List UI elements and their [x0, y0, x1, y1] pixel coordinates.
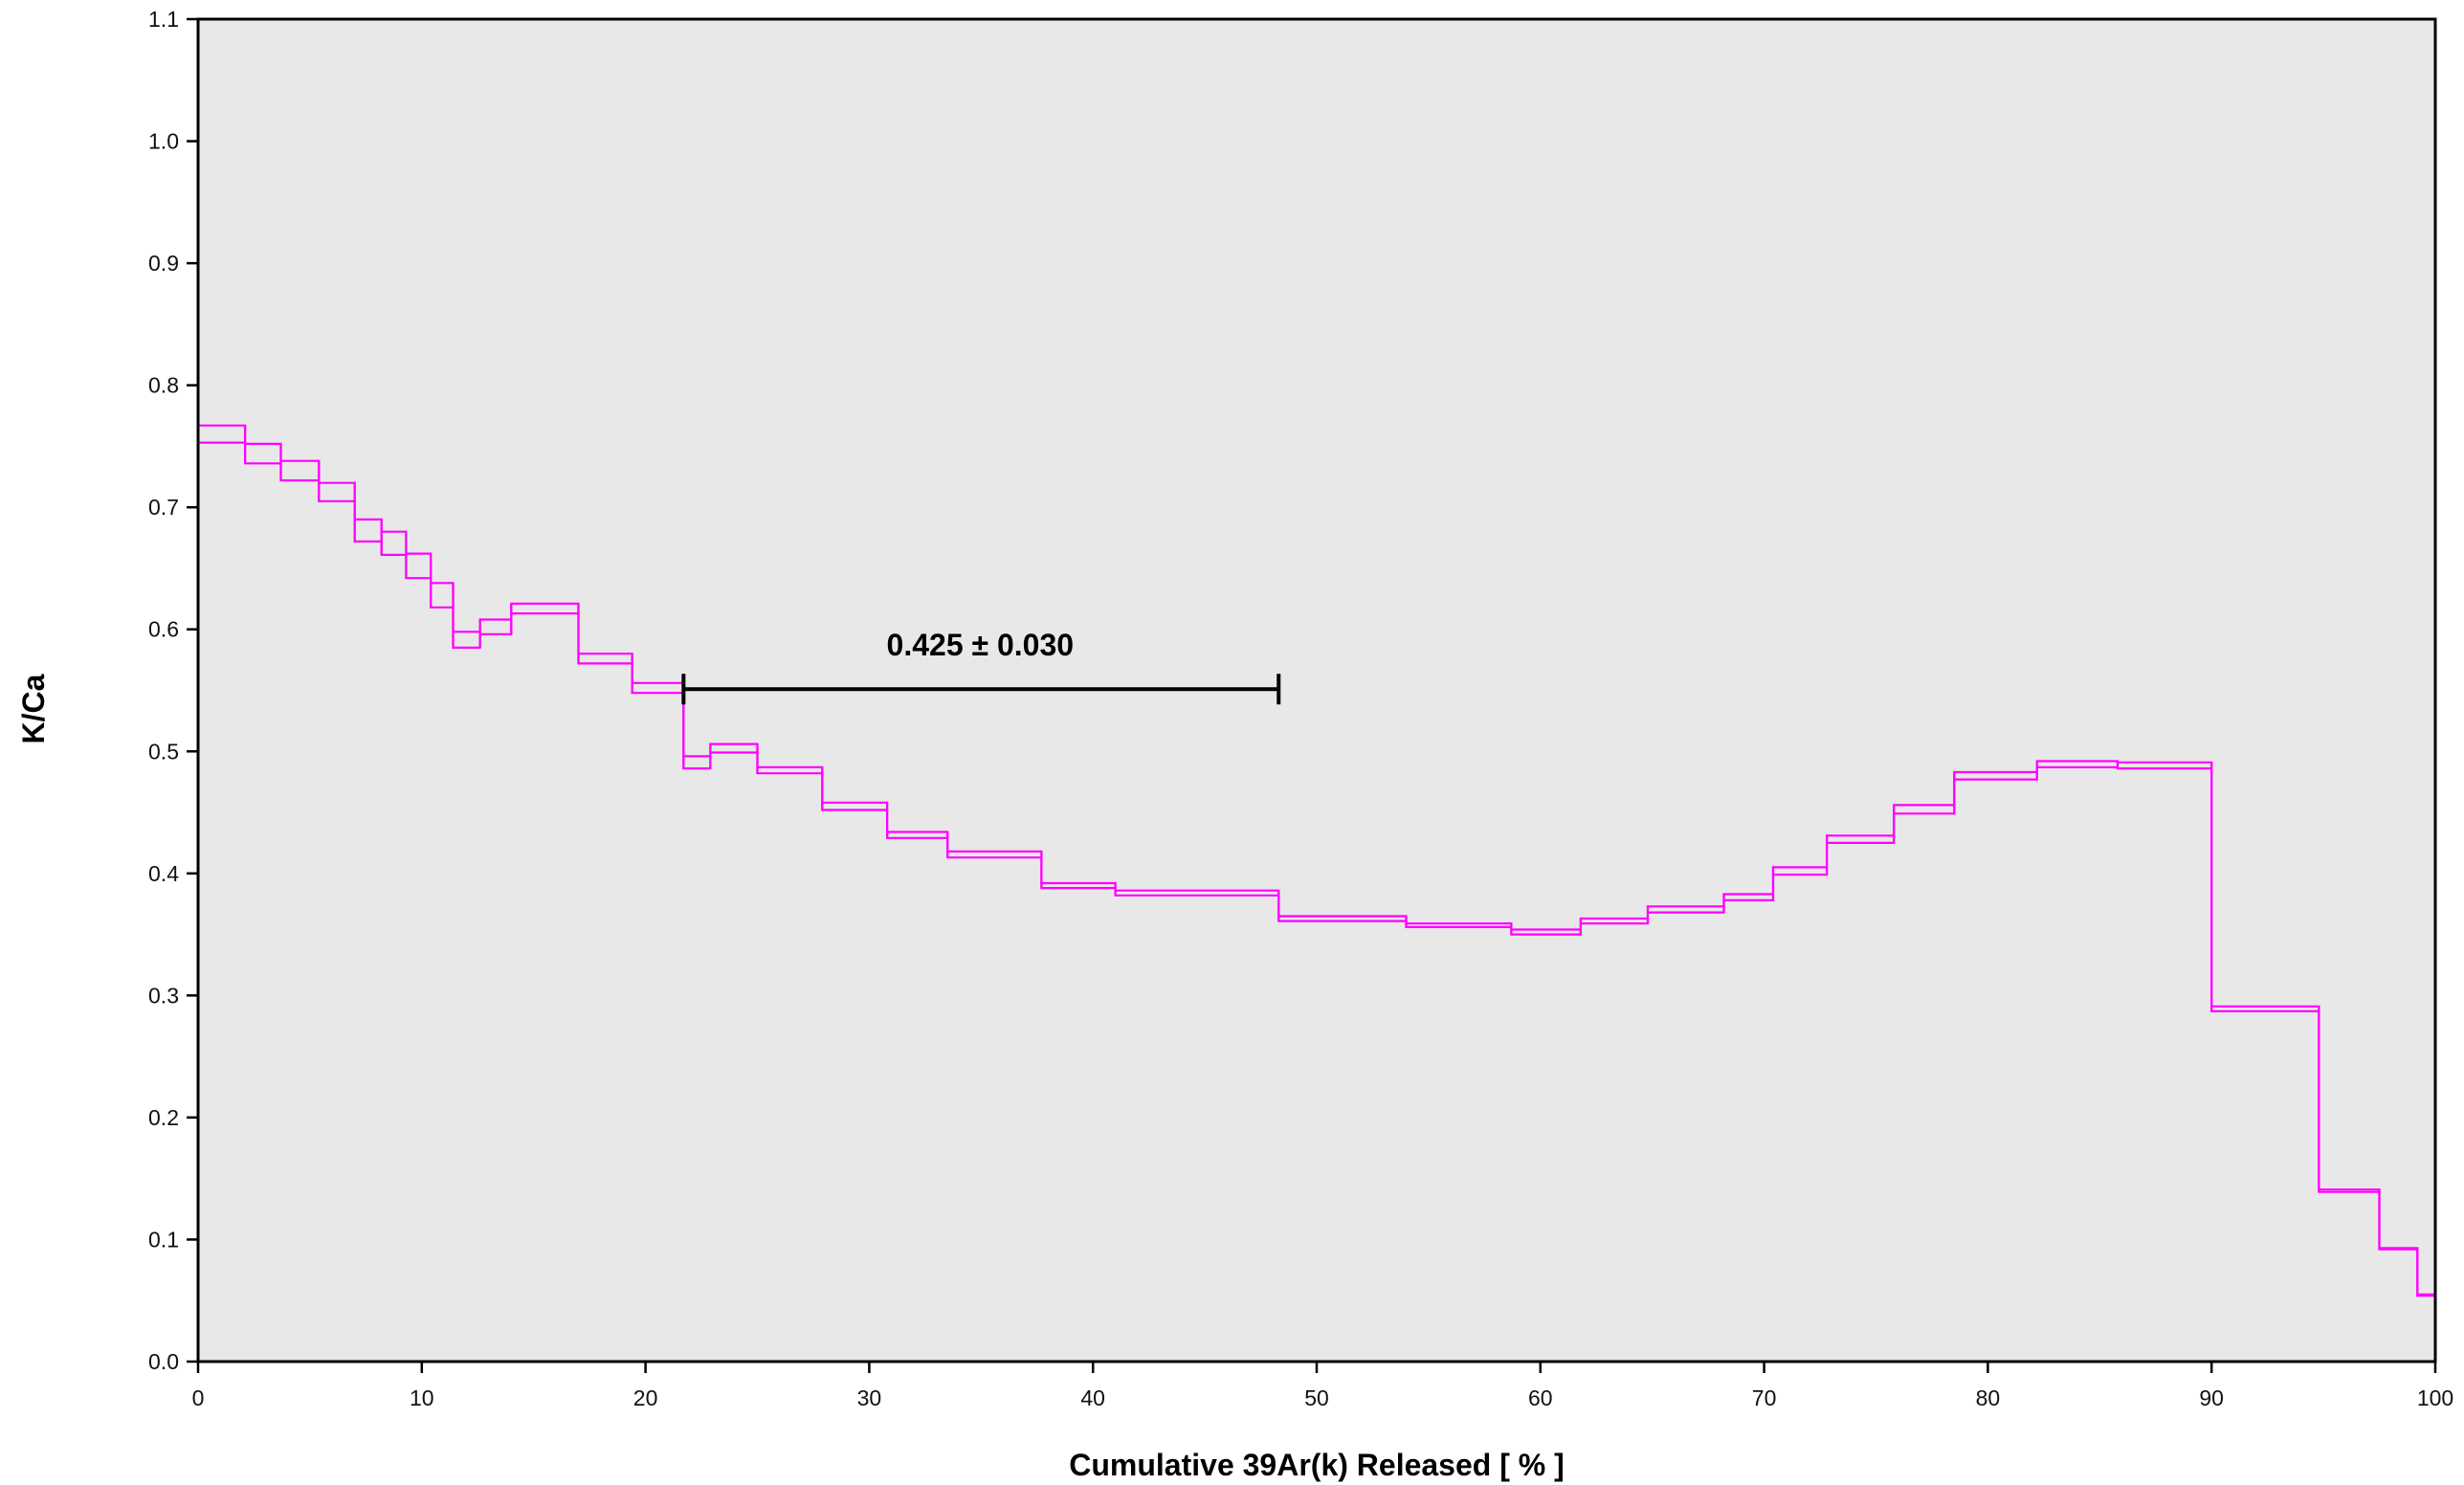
y-tick-label-0.7: 0.7 — [148, 495, 179, 520]
y-tick-label-0.1: 0.1 — [148, 1227, 179, 1252]
step-9 — [452, 632, 481, 648]
step-35 — [2318, 1189, 2381, 1192]
step-28 — [1771, 867, 1829, 875]
step-16 — [756, 766, 824, 774]
x-tick-label-0: 0 — [192, 1385, 205, 1410]
step-21 — [1114, 890, 1280, 896]
step-12 — [577, 654, 633, 664]
step-24 — [1510, 929, 1582, 935]
step-26 — [1646, 906, 1725, 913]
step-23 — [1405, 923, 1513, 927]
y-tick-label-0.0: 0.0 — [148, 1349, 179, 1374]
step-33 — [2116, 762, 2213, 769]
x-tick-label-90: 90 — [2199, 1385, 2224, 1410]
annotations: 0.425 ± 0.030 — [681, 628, 1281, 705]
y-tick-label-0.2: 0.2 — [148, 1105, 179, 1130]
y-tick-label-0.6: 0.6 — [148, 617, 179, 642]
y-axis-title: K/Ca — [16, 674, 51, 743]
step-10 — [478, 619, 513, 634]
step-36 — [2378, 1248, 2419, 1250]
x-tick-label-40: 40 — [1080, 1385, 1105, 1410]
plateau-bracket: 0.425 ± 0.030 — [681, 628, 1281, 705]
x-tick-label-80: 80 — [1976, 1385, 2001, 1410]
upper-error-envelope — [198, 424, 2435, 1296]
step-14 — [682, 756, 712, 769]
step-27 — [1722, 894, 1775, 900]
step-31 — [1953, 771, 2038, 780]
step-2 — [243, 443, 282, 464]
y-tick-label-1.0: 1.0 — [148, 129, 179, 154]
step-6 — [380, 531, 408, 555]
step-8 — [430, 583, 455, 608]
y-tick-label-0.5: 0.5 — [148, 739, 179, 764]
step-29 — [1825, 835, 1896, 843]
x-tick-label-50: 50 — [1304, 1385, 1329, 1410]
step-3 — [279, 460, 321, 481]
step-20 — [1040, 883, 1117, 889]
x-tick-label-100: 100 — [2417, 1385, 2453, 1410]
plateau-label: 0.425 ± 0.030 — [887, 628, 1075, 662]
ticks: 0 10 20 30 40 50 60 70 80 90 100 0.0 0.1 0.2 0.3 0.4 0.5… — [148, 7, 2453, 1410]
x-tick-label-70: 70 — [1752, 1385, 1777, 1410]
y-tick-label-0.4: 0.4 — [148, 861, 179, 886]
x-tick-label-10: 10 — [410, 1385, 434, 1410]
step-7 — [405, 553, 433, 579]
step-22 — [1277, 916, 1408, 921]
step-11 — [510, 603, 580, 614]
step-34 — [2210, 1006, 2320, 1011]
x-tick-label-20: 20 — [633, 1385, 658, 1410]
x-tick-label-60: 60 — [1528, 1385, 1553, 1410]
step-19 — [946, 851, 1043, 858]
step-4 — [318, 482, 356, 501]
step-18 — [886, 831, 949, 838]
x-axis-title: Cumulative 39Ar(k) Released [ % ] — [1069, 1448, 1565, 1482]
step-17 — [821, 802, 889, 810]
x-tick-label-30: 30 — [857, 1385, 882, 1410]
y-tick-label-0.8: 0.8 — [148, 373, 179, 398]
plot-area — [198, 19, 2435, 1362]
step-25 — [1579, 919, 1650, 924]
y-tick-label-0.9: 0.9 — [148, 251, 179, 276]
lower-error-envelope — [198, 441, 2435, 1297]
step-30 — [1893, 805, 1956, 814]
y-tick-label-1.1: 1.1 — [148, 7, 179, 32]
step-15 — [709, 743, 759, 753]
y-tick-label-0.3: 0.3 — [148, 983, 179, 1008]
chart-marks — [196, 424, 2437, 1297]
